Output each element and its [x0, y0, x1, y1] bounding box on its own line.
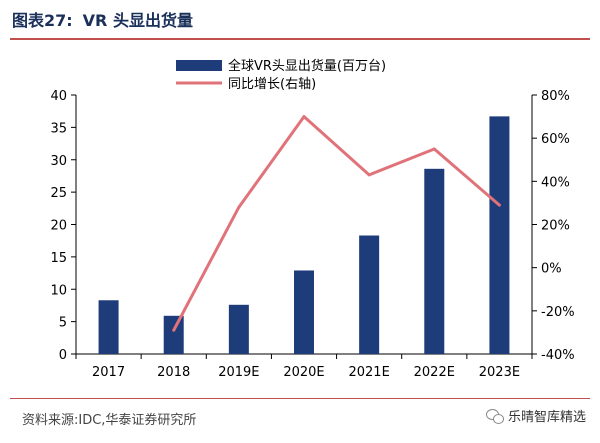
y-left-tick-label: 0 [59, 348, 67, 363]
legend: 全球VR头显出货量(百万台) 同比增长(右轴) [176, 58, 386, 92]
bar [359, 235, 380, 354]
y-right-axis-ticks: -40% -20% 0% 20% 40% 60% 80% [532, 89, 575, 363]
watermark: 乐晴智库精选 [485, 406, 586, 425]
x-tick-label: 2017 [92, 365, 125, 380]
y-right-tick-label: 80% [541, 89, 570, 104]
growth-line-path [172, 115, 501, 331]
x-axis-ticks: 2017 2018 2019E 2020E 2021E 2022E 2023E [75, 354, 533, 380]
legend-bar-swatch [176, 60, 222, 71]
bar [424, 168, 445, 354]
bar [228, 304, 249, 354]
growth-line-point [302, 115, 306, 119]
y-left-tick-label: 35 [50, 121, 67, 136]
bar [294, 270, 314, 354]
y-left-tick-label: 40 [50, 89, 67, 104]
growth-line-point [367, 173, 371, 177]
growth-line-point [497, 203, 501, 207]
growth-line-point [432, 147, 436, 151]
x-tick-label: 2019E [218, 365, 259, 380]
y-left-tick-label: 30 [50, 154, 67, 169]
wechat-icon [485, 408, 504, 424]
bar [489, 116, 510, 355]
bar [163, 315, 184, 354]
chart-title-text: VR 头显出货量 [82, 11, 193, 30]
y-left-tick-label: 5 [59, 316, 67, 331]
growth-line [172, 115, 501, 332]
footer-divider [10, 398, 590, 399]
y-left-tick-label: 20 [50, 219, 67, 234]
x-tick-label: 2022E [414, 365, 455, 380]
chart-title: 图表27: VR 头显出货量 [12, 7, 193, 31]
y-left-tick-label: 25 [50, 186, 67, 201]
title-divider [10, 38, 590, 40]
y-right-tick-label: 40% [541, 175, 570, 190]
x-tick-label: 2023E [479, 365, 520, 380]
growth-line-point [237, 205, 241, 209]
bar [98, 300, 119, 354]
watermark-text: 乐晴智库精选 [507, 410, 586, 425]
x-tick-label: 2018 [157, 365, 190, 380]
chart-title-prefix: 图表27: [12, 11, 73, 30]
y-right-tick-label: 20% [541, 219, 570, 234]
y-right-tick-label: -20% [541, 305, 575, 320]
y-left-tick-label: 15 [50, 251, 67, 266]
y-right-tick-label: 0% [541, 262, 562, 277]
x-tick-label: 2020E [283, 365, 324, 380]
y-right-tick-label: -40% [541, 348, 575, 363]
legend-bar-label: 全球VR头显出货量(百万台) [228, 58, 386, 74]
y-right-tick-label: 60% [541, 132, 570, 147]
legend-line-label: 同比增长(右轴) [228, 77, 316, 92]
y-left-axis-ticks: 0 5 10 15 20 25 30 35 40 [50, 89, 76, 363]
growth-line-point [172, 328, 176, 332]
y-left-tick-label: 10 [50, 283, 67, 298]
x-tick-label: 2021E [348, 365, 389, 380]
source-note: 资料来源:IDC,华泰证券研究所 [22, 413, 197, 428]
bars [98, 116, 510, 355]
